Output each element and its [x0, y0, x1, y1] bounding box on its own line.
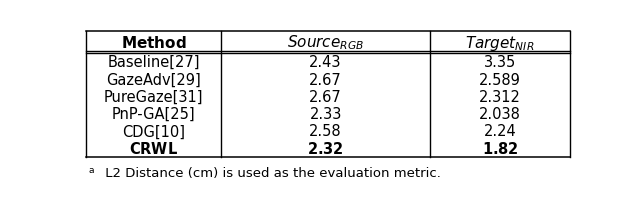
Text: GazeAdv[29]: GazeAdv[29] [106, 72, 201, 87]
Text: $\mathbf{CRWL}$: $\mathbf{CRWL}$ [129, 140, 179, 157]
Text: 2.33: 2.33 [309, 107, 342, 122]
Text: 2.312: 2.312 [479, 89, 521, 104]
Text: PureGaze[31]: PureGaze[31] [104, 89, 204, 104]
Text: $^{\mathrm{a}}$: $^{\mathrm{a}}$ [88, 166, 95, 179]
Text: 2.589: 2.589 [479, 72, 521, 87]
Text: $\mathit{Source}_{RGB}$: $\mathit{Source}_{RGB}$ [287, 34, 364, 52]
Text: 2.67: 2.67 [309, 72, 342, 87]
Text: L2 Distance (cm) is used as the evaluation metric.: L2 Distance (cm) is used as the evaluati… [101, 166, 441, 179]
Text: PnP-GA[25]: PnP-GA[25] [112, 107, 196, 122]
Text: 2.24: 2.24 [483, 124, 516, 139]
Text: CDG[10]: CDG[10] [122, 124, 185, 139]
Text: 2.43: 2.43 [309, 55, 342, 70]
Text: $\mathbf{Method}$: $\mathbf{Method}$ [121, 35, 186, 51]
Text: $\mathbf{1.82}$: $\mathbf{1.82}$ [481, 140, 518, 157]
Text: 2.038: 2.038 [479, 107, 521, 122]
Text: 3.35: 3.35 [484, 55, 516, 70]
Text: 2.58: 2.58 [309, 124, 342, 139]
Text: $\mathbf{2.32}$: $\mathbf{2.32}$ [307, 140, 344, 157]
Text: $\mathit{Target}_{NIR}$: $\mathit{Target}_{NIR}$ [465, 33, 534, 52]
Text: 2.67: 2.67 [309, 89, 342, 104]
Text: Baseline[27]: Baseline[27] [108, 55, 200, 70]
